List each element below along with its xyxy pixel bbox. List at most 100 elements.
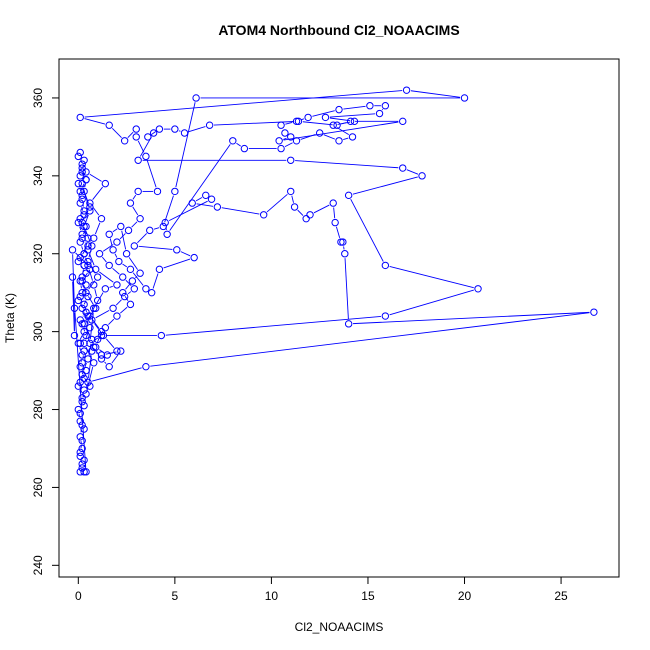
data-point [144,133,152,141]
data-point [306,211,314,219]
connector-line [295,160,399,169]
data-point [132,133,140,141]
x-tick-label: 5 [172,589,179,603]
plot-frame [58,58,620,578]
data-point [329,199,337,207]
x-tick-label: 20 [458,589,472,603]
connector-line [313,204,330,214]
connector-line [135,276,138,279]
data-point [78,288,86,297]
data-point [76,452,84,460]
connector-line [75,252,86,263]
data-point [82,288,90,297]
data-point [74,152,83,161]
data-point [84,246,92,254]
data-point [82,168,90,176]
data-point [86,207,94,215]
data-point [101,324,110,332]
data-point [229,137,237,145]
connector-line [108,318,115,325]
data-point [80,327,88,336]
data-point [74,296,83,305]
data-point [86,339,94,348]
data-point [97,351,106,359]
connector-line [124,296,129,301]
data-point [399,117,407,126]
data-point [86,203,94,211]
data-point [335,137,343,145]
data-point [88,242,96,250]
series-layer [68,86,598,476]
data-point [76,214,84,223]
connector-line [104,361,107,364]
data-point [82,308,90,316]
data-point [86,199,94,207]
connector-line [406,169,419,175]
connector-line [121,230,127,250]
connector-line [266,193,288,213]
connector-line [132,272,144,286]
data-point [82,176,90,184]
data-point [78,304,86,312]
connector-line [125,279,132,286]
data-point [292,117,301,126]
connector-line [84,377,88,383]
data-point [335,105,343,114]
data-point [76,316,84,324]
data-point [381,312,390,320]
data-point [171,125,179,133]
data-point [101,285,110,293]
connector-line [122,263,128,268]
data-point [97,355,106,363]
data-point [130,285,139,293]
x-tick-label: 15 [361,589,375,603]
data-point [161,218,169,227]
data-point [80,211,88,219]
connector-line [84,90,403,118]
data-point [80,456,88,464]
x-tick-label: 10 [265,589,279,603]
connector-line [87,296,94,305]
connector-line [128,257,138,270]
data-point [590,308,598,316]
data-point [331,218,339,227]
data-point [163,230,171,238]
data-point [82,269,90,277]
data-point [90,281,98,289]
connector-line [343,105,366,110]
data-point [78,444,86,453]
connector-line [284,142,293,147]
data-point [275,137,283,145]
connector-line [297,209,304,216]
data-point [84,292,92,301]
data-point [78,160,86,168]
connector-line [83,230,86,235]
data-point [147,288,156,297]
connector-line [109,285,113,288]
data-point [91,304,100,312]
connector-line [79,226,82,231]
data-point [157,331,166,340]
connector-line [102,256,107,263]
y-axis: 240 260 280 300 320 340 360 [31,88,60,575]
data-point [136,214,144,223]
connector-line [195,197,203,202]
data-point [80,401,88,410]
data-point [333,121,341,129]
data-point [315,129,324,137]
connector-line [72,254,75,304]
data-point [80,374,88,383]
data-point [84,234,92,242]
connector-line [88,269,93,281]
data-point [76,339,84,348]
connector-line [109,238,113,246]
data-point [105,261,113,270]
data-point [88,347,96,355]
data-point [202,191,210,200]
connector-line [127,291,132,295]
y-tick-label: 360 [31,88,45,108]
data-point [76,417,84,425]
data-point [80,187,88,196]
data-point [78,464,86,472]
data-point [277,144,285,153]
